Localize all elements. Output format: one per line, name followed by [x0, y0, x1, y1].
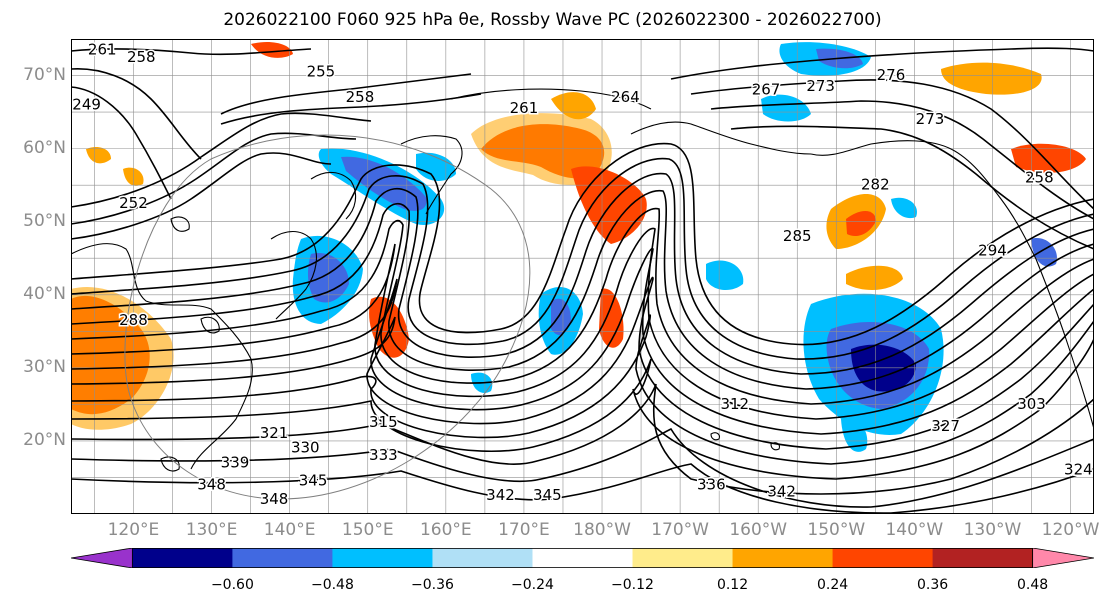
cool-anomaly	[341, 156, 427, 211]
lon-tick-label: 140°E	[263, 520, 316, 540]
contour-label: 273	[806, 77, 835, 95]
colorbar-tick-label: −0.12	[611, 577, 654, 593]
contour-labels: 261 258 255 258 249 252 264 261 267 273 276 273 285 2…	[71, 39, 1094, 509]
lon-tick-label: 180°W	[573, 520, 631, 540]
warm-anomaly	[471, 113, 612, 186]
colorbar-extend-low	[71, 548, 133, 568]
figure-title: 2026022100 F060 925 hPa θe, Rossby Wave …	[223, 10, 882, 30]
contour-label: 321	[260, 424, 289, 442]
colorbar-bin	[732, 548, 834, 568]
lon-tick-label: 120°E	[107, 520, 160, 540]
contour-label: 258	[346, 88, 375, 106]
colorbar-extend-high	[1032, 548, 1094, 568]
colorbar-frame	[131, 548, 1034, 568]
contour-label: 276	[877, 66, 906, 84]
contour-label: 339	[221, 453, 250, 471]
contour-label: 249	[72, 95, 101, 113]
contour-label: 333	[369, 446, 398, 464]
contour-label: 348	[197, 475, 226, 493]
cool-anomaly	[551, 298, 571, 336]
warm-anomaly	[251, 42, 293, 58]
contour-label: 327	[931, 417, 960, 435]
lon-tick-label: 160°E	[419, 520, 472, 540]
contour-label: 324	[1064, 461, 1093, 479]
cool-anomaly	[761, 94, 811, 122]
colorbar-bin	[132, 548, 233, 568]
colorbar-tick-label: −0.36	[411, 577, 454, 593]
colorbar-bin	[932, 548, 1034, 568]
warm-anomaly	[941, 62, 1042, 95]
contour-label: 288	[119, 311, 148, 329]
warm-anomaly	[551, 92, 596, 120]
map-frame	[71, 39, 1094, 514]
warm-anomaly	[1011, 143, 1086, 173]
colorbar-tick-label: −0.24	[511, 577, 554, 593]
contour-label: 273	[916, 110, 945, 128]
colorbar-tick-label: −0.60	[210, 577, 254, 593]
colorbar	[71, 548, 1094, 568]
colorbar-bin	[432, 548, 533, 568]
contour-label: 345	[533, 486, 562, 504]
coastlines	[71, 88, 1094, 472]
colorbar-bin	[632, 548, 734, 568]
contour-label: 264	[611, 88, 640, 106]
warm-anomaly	[86, 147, 111, 164]
cool-anomaly	[891, 197, 917, 219]
colorbar-tick-label: 0.36	[916, 577, 949, 593]
lon-tick-label: 140°W	[885, 520, 944, 540]
lon-tick-label: 170°E	[498, 520, 550, 540]
colorbar-bin	[532, 548, 634, 568]
cool-anomaly	[841, 418, 868, 452]
lon-tick-label: 120°W	[1041, 520, 1100, 540]
colorbar-tick-label: 0.48	[1017, 577, 1049, 593]
contour-label: 342	[767, 483, 796, 501]
lon-tick-label: 160°W	[729, 520, 788, 540]
lat-tick-label: 60°N	[23, 137, 66, 158]
projection-outline	[124, 134, 531, 500]
theta-e-contours	[71, 47, 1094, 514]
contour-label: 261	[88, 40, 117, 58]
colorbar-tick-label: 0.12	[716, 577, 749, 593]
warm-anomaly	[846, 265, 903, 291]
contour-label: 345	[299, 472, 328, 490]
colorbar-bin	[332, 548, 433, 568]
lat-tick-label: 30°N	[23, 356, 66, 377]
contour-label: 330	[291, 439, 320, 457]
contour-label: 294	[978, 241, 1007, 259]
contour-label: 303	[1017, 395, 1046, 413]
anomaly-shading	[71, 42, 1086, 452]
lat-tick-label: 70°N	[23, 64, 66, 85]
lon-tick-label: 130°E	[185, 520, 238, 540]
map-canvas: 261 258 255 258 249 252 264 261 267 273 276 273 285 2…	[71, 39, 1094, 514]
contour-label: 252	[119, 194, 148, 212]
warm-anomaly	[599, 288, 624, 348]
contour-label: 342	[486, 486, 515, 504]
contour-label: 285	[783, 227, 812, 245]
lat-tick-label: 20°N	[23, 429, 66, 450]
colorbar-bin	[832, 548, 934, 568]
colorbar-tick-label: −0.48	[310, 577, 354, 593]
lon-tick-label: 150°W	[807, 520, 866, 540]
colorbar-bin	[232, 548, 333, 568]
colorbar-tick-label: 0.24	[816, 577, 849, 593]
contour-label: 312	[720, 395, 749, 413]
lat-tick-label: 50°N	[23, 210, 66, 231]
colorbar-svg	[71, 548, 1094, 568]
lon-tick-label: 170°W	[651, 520, 709, 540]
lon-tick-label: 130°W	[963, 520, 1022, 540]
cool-anomaly	[706, 260, 744, 291]
contour-label: 261	[510, 99, 539, 117]
warm-anomaly	[846, 210, 876, 237]
contour-label: 267	[752, 81, 781, 99]
lon-tick-label: 150°E	[341, 520, 394, 540]
contour-label: 282	[861, 176, 890, 194]
contour-label: 348	[260, 490, 289, 508]
map-panel: 261 258 255 258 249 252 264 261 267 273 276 273 285 2…	[71, 39, 1094, 514]
lat-tick-label: 40°N	[23, 283, 66, 304]
contour-label: 258	[1025, 168, 1054, 186]
contour-label: 255	[307, 62, 336, 80]
contour-label: 336	[697, 475, 726, 493]
contour-label: 315	[369, 413, 398, 431]
contour-label: 258	[127, 48, 156, 66]
